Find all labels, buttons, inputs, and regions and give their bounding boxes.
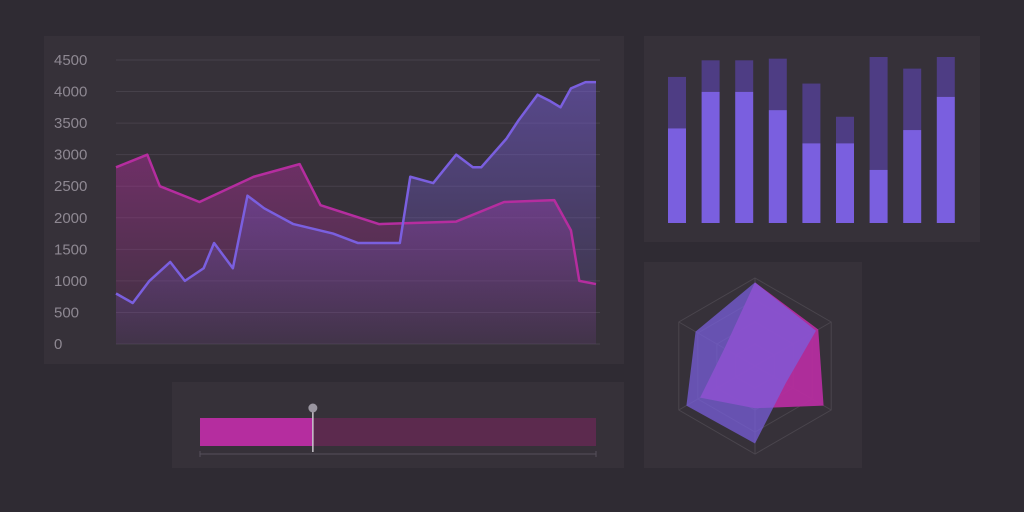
- bar-top-segment: [668, 76, 686, 129]
- bar-bottom-segment: [836, 143, 854, 223]
- y-tick-label: 2500: [54, 178, 87, 195]
- range-slider-panel: [172, 382, 624, 468]
- bar-bottom-segment: [903, 130, 922, 223]
- bar-top-segment: [802, 83, 821, 144]
- y-tick-label: 500: [54, 304, 79, 321]
- y-tick-label: 2000: [54, 210, 87, 227]
- bar-top-segment: [768, 58, 787, 111]
- y-tick-label: 3500: [54, 115, 87, 132]
- series-line-1: [115, 153, 597, 286]
- area-fill-series-2: [116, 82, 596, 344]
- y-tick-label: 0: [54, 336, 62, 353]
- bar-top-segment: [701, 60, 720, 92]
- bar-bottom-segment: [802, 143, 821, 223]
- radar-chart-panel: [644, 262, 862, 468]
- bar-top-segment: [936, 57, 955, 97]
- bar-bottom-segment: [936, 96, 955, 223]
- y-tick-label: 1000: [54, 273, 87, 290]
- stacked-bar-chart: [668, 57, 955, 223]
- bar-bottom-segment: [768, 110, 787, 223]
- bar-top-segment: [836, 116, 854, 144]
- area-chart-panel: 0 500 1000 1500 2000 2500 3000 3500 4000 4500: [44, 36, 624, 364]
- series-line-2: [115, 80, 596, 305]
- y-tick-label: 4000: [54, 84, 87, 101]
- bar-bottom-segment: [701, 91, 720, 223]
- slider-fill: [200, 418, 313, 446]
- bar-top-segment: [903, 68, 922, 131]
- y-tick-label: 1500: [54, 241, 87, 258]
- radar-series-2: [686, 282, 816, 444]
- y-tick-label: 3000: [54, 147, 87, 164]
- slider-handle-knob[interactable]: [308, 403, 318, 413]
- radar-chart: [678, 277, 832, 455]
- y-tick-label: 4500: [54, 52, 87, 69]
- range-slider[interactable]: [172, 382, 624, 468]
- bar-bottom-segment: [735, 91, 754, 223]
- bar-top-segment: [735, 60, 754, 92]
- bar-bottom-segment: [869, 169, 888, 223]
- area-chart: 0 500 1000 1500 2000 2500 3000 3500 4000 4500: [54, 52, 600, 353]
- bar-chart-panel: [644, 36, 980, 242]
- bar-bottom-segment: [668, 128, 686, 223]
- bar-top-segment: [869, 57, 888, 170]
